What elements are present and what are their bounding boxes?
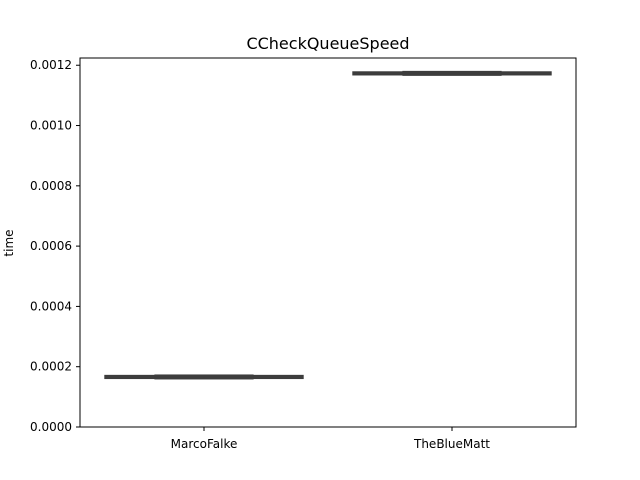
y-tick-label: 0.0006 (30, 239, 72, 253)
y-tick-label: 0.0008 (30, 179, 72, 193)
plot-area: 0.0000 0.0002 0.0004 0.0006 0.0008 0.0010 0.00… (30, 58, 552, 451)
y-tick-label: 0.0004 (30, 299, 72, 313)
axes-frame (79, 57, 577, 428)
y-tick-label: 0.0002 (30, 360, 72, 374)
chart-title: CCheckQueueSpeed (246, 34, 409, 53)
y-tick-label: 0.0010 (30, 119, 72, 133)
x-tick-label: MarcoFalke (171, 437, 238, 451)
y-tick-label: 0.0012 (30, 58, 72, 72)
y-tick-label: 0.0000 (30, 420, 72, 434)
y-axis-label: time (2, 229, 16, 256)
x-tick-label: TheBlueMatt (413, 437, 490, 451)
